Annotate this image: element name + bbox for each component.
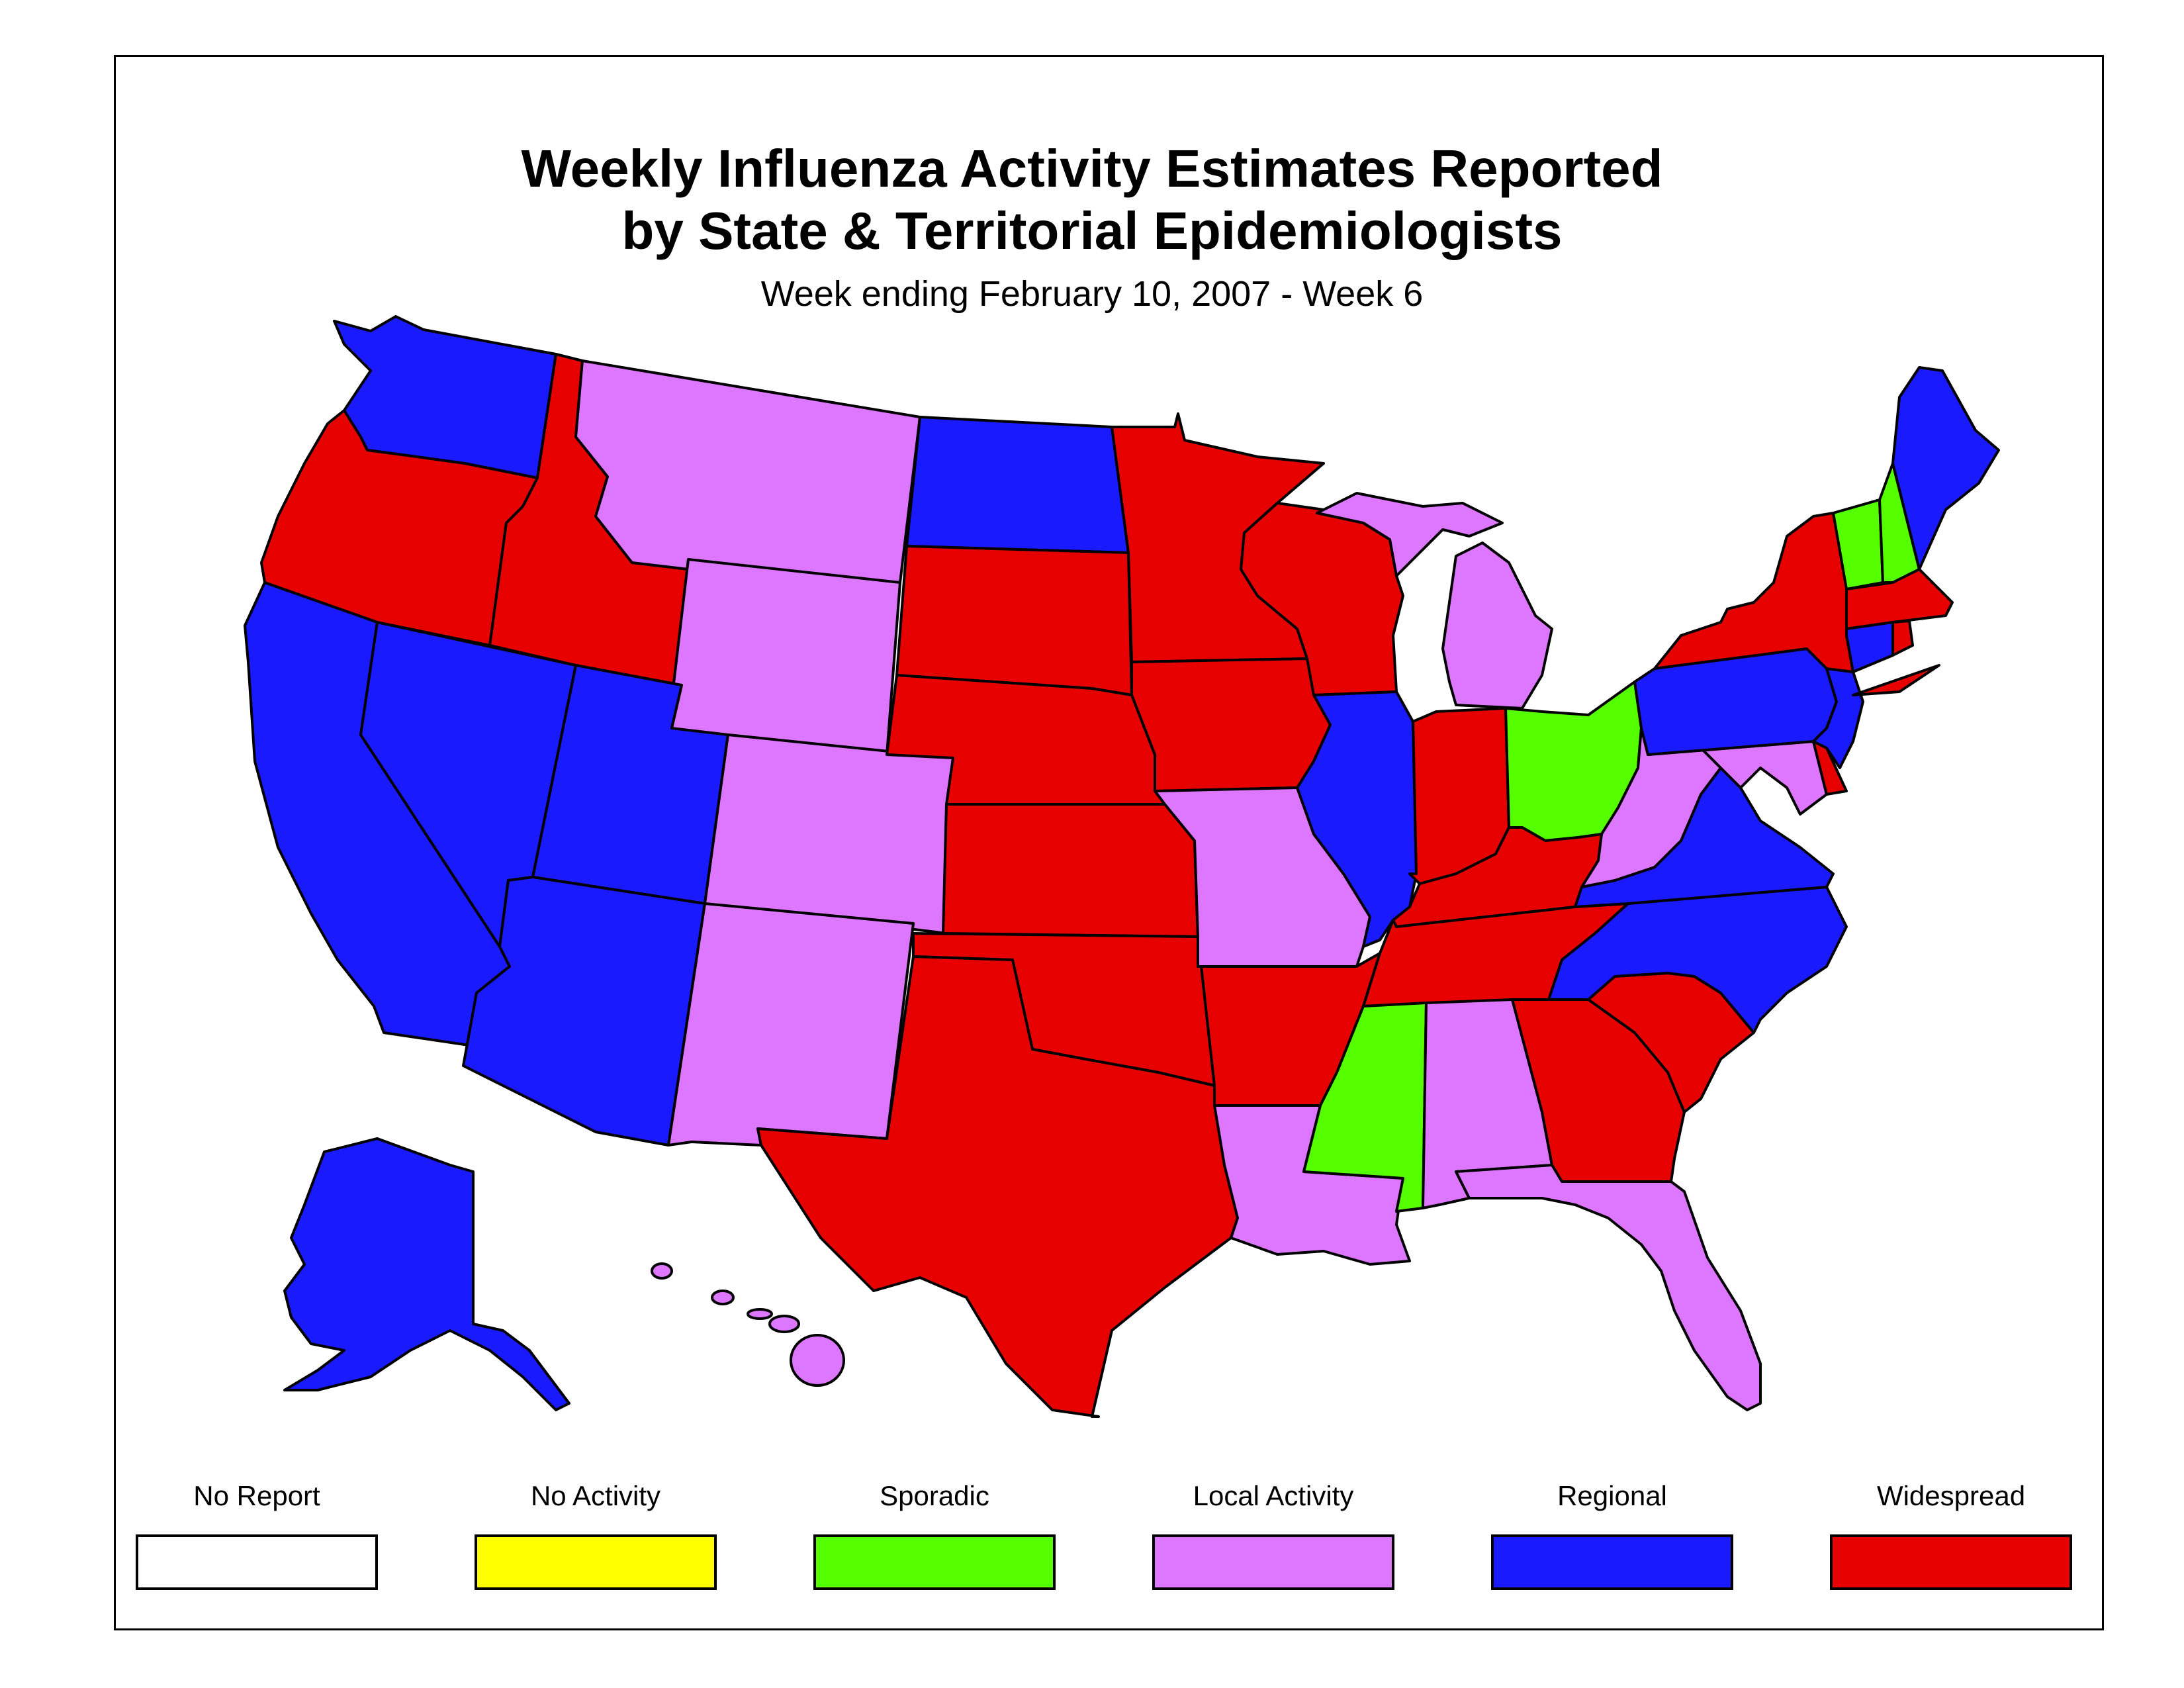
state-maine[interactable] [1891, 366, 2000, 571]
state-alaska[interactable] [283, 1137, 570, 1411]
state-florida[interactable] [1455, 1164, 1762, 1411]
legend-label-widespread: Widespread [1876, 1480, 2026, 1511]
state-colorado[interactable] [704, 733, 954, 935]
legend-swatch-widespread [1830, 1534, 2072, 1590]
state-michigan[interactable] [1316, 492, 1553, 710]
legend-swatch-local-activity [1152, 1534, 1394, 1590]
state-texas[interactable] [756, 955, 1239, 1418]
state-hawaii-big-island[interactable] [790, 1334, 845, 1387]
state-kansas[interactable] [942, 803, 1199, 938]
legend-label-no-report: No Report [193, 1480, 320, 1511]
map-subtitle: Week ending February 10, 2007 - Week 6 [760, 274, 1424, 314]
legend-swatch-sporadic [813, 1534, 1056, 1590]
state-north-dakota[interactable] [905, 416, 1130, 554]
state-hawaii-molokai[interactable] [747, 1308, 773, 1320]
map-title: Weekly Influenza Activity Estimates Repo… [0, 138, 2184, 262]
map-title-line-1: Weekly Influenza Activity Estimates Repo… [521, 139, 1663, 198]
legend-swatch-no-activity [475, 1534, 717, 1590]
state-connecticut[interactable] [1845, 621, 1894, 673]
state-new-jersey[interactable] [1812, 667, 1864, 769]
legend-swatch-regional [1491, 1534, 1733, 1590]
legend-swatch-no-report [136, 1534, 378, 1590]
state-hawaii-oahu[interactable] [711, 1289, 735, 1305]
state-west-virginia[interactable] [1580, 727, 1722, 888]
map-title-line-2: by State & Territorial Epidemiologists [621, 201, 1563, 260]
state-new-york[interactable] [1653, 512, 1940, 696]
legend-label-regional: Regional [1557, 1480, 1667, 1511]
legend-label-local-activity: Local Activity [1193, 1480, 1354, 1511]
state-hawaii-group [651, 1262, 845, 1387]
legend-label-no-activity: No Activity [530, 1480, 661, 1511]
state-new-mexico[interactable] [667, 902, 915, 1147]
state-wyoming[interactable] [667, 558, 901, 756]
state-rhode-island[interactable] [1891, 620, 1914, 657]
state-south-dakota[interactable] [895, 545, 1133, 696]
state-montana[interactable] [574, 359, 921, 584]
state-hawaii-maui[interactable] [768, 1315, 800, 1333]
state-hawaii-kauai[interactable] [651, 1262, 673, 1280]
legend-label-sporadic: Sporadic [880, 1480, 989, 1511]
state-iowa[interactable] [1130, 657, 1332, 792]
